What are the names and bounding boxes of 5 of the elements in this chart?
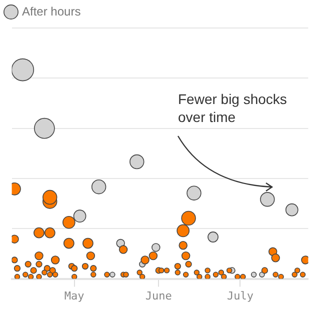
x-tick-label: June	[145, 289, 172, 302]
legend-label: After hours	[22, 4, 81, 18]
x-tick-label: May	[64, 289, 85, 302]
x-tick-label: July	[226, 289, 254, 302]
annotation: Fewer big shocks over time	[178, 90, 288, 126]
